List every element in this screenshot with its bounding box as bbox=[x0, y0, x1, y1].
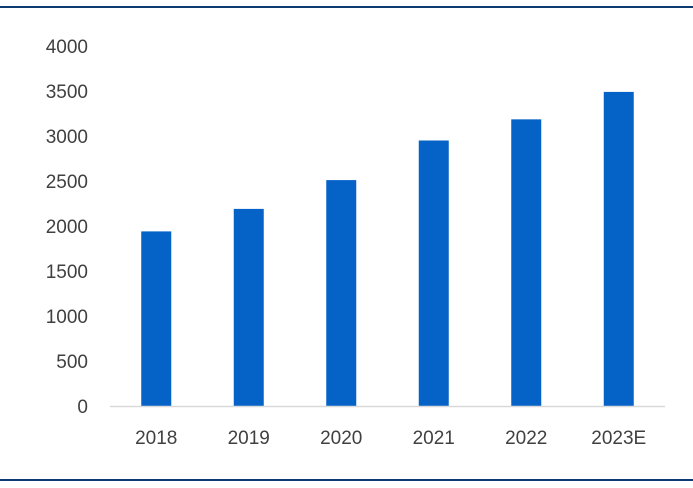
y-tick-label: 1000 bbox=[46, 307, 88, 328]
bar-2018 bbox=[141, 231, 172, 406]
bar-2020 bbox=[326, 180, 357, 406]
bar-2022 bbox=[511, 119, 542, 406]
y-tick-label: 3000 bbox=[46, 127, 88, 148]
x-tick-label: 2018 bbox=[135, 428, 177, 449]
bottom-rule bbox=[0, 479, 693, 481]
bar-2019 bbox=[233, 208, 264, 406]
x-tick-label: 2023E bbox=[591, 428, 646, 449]
y-tick-label: 1500 bbox=[46, 262, 88, 283]
y-tick-label: 2000 bbox=[46, 217, 88, 238]
x-tick-label: 2022 bbox=[505, 428, 547, 449]
y-tick-label: 2500 bbox=[46, 172, 88, 193]
x-axis-tick-labels: 2018 2019 2020 2021 2022 2023E bbox=[135, 428, 646, 449]
bar-2023e bbox=[603, 91, 634, 407]
y-tick-label: 3500 bbox=[46, 82, 88, 103]
x-tick-label: 2019 bbox=[228, 428, 270, 449]
y-axis-tick-labels: 0 500 1000 1500 2000 2500 3000 3500 4000 bbox=[46, 37, 88, 418]
x-tick-label: 2021 bbox=[413, 428, 455, 449]
top-rule bbox=[0, 6, 693, 8]
bar-2021 bbox=[418, 140, 449, 406]
y-tick-label: 500 bbox=[56, 352, 88, 373]
x-tick-label: 2020 bbox=[320, 428, 362, 449]
y-tick-label: 0 bbox=[77, 397, 88, 418]
y-tick-label: 4000 bbox=[46, 37, 88, 58]
bars bbox=[141, 91, 634, 407]
